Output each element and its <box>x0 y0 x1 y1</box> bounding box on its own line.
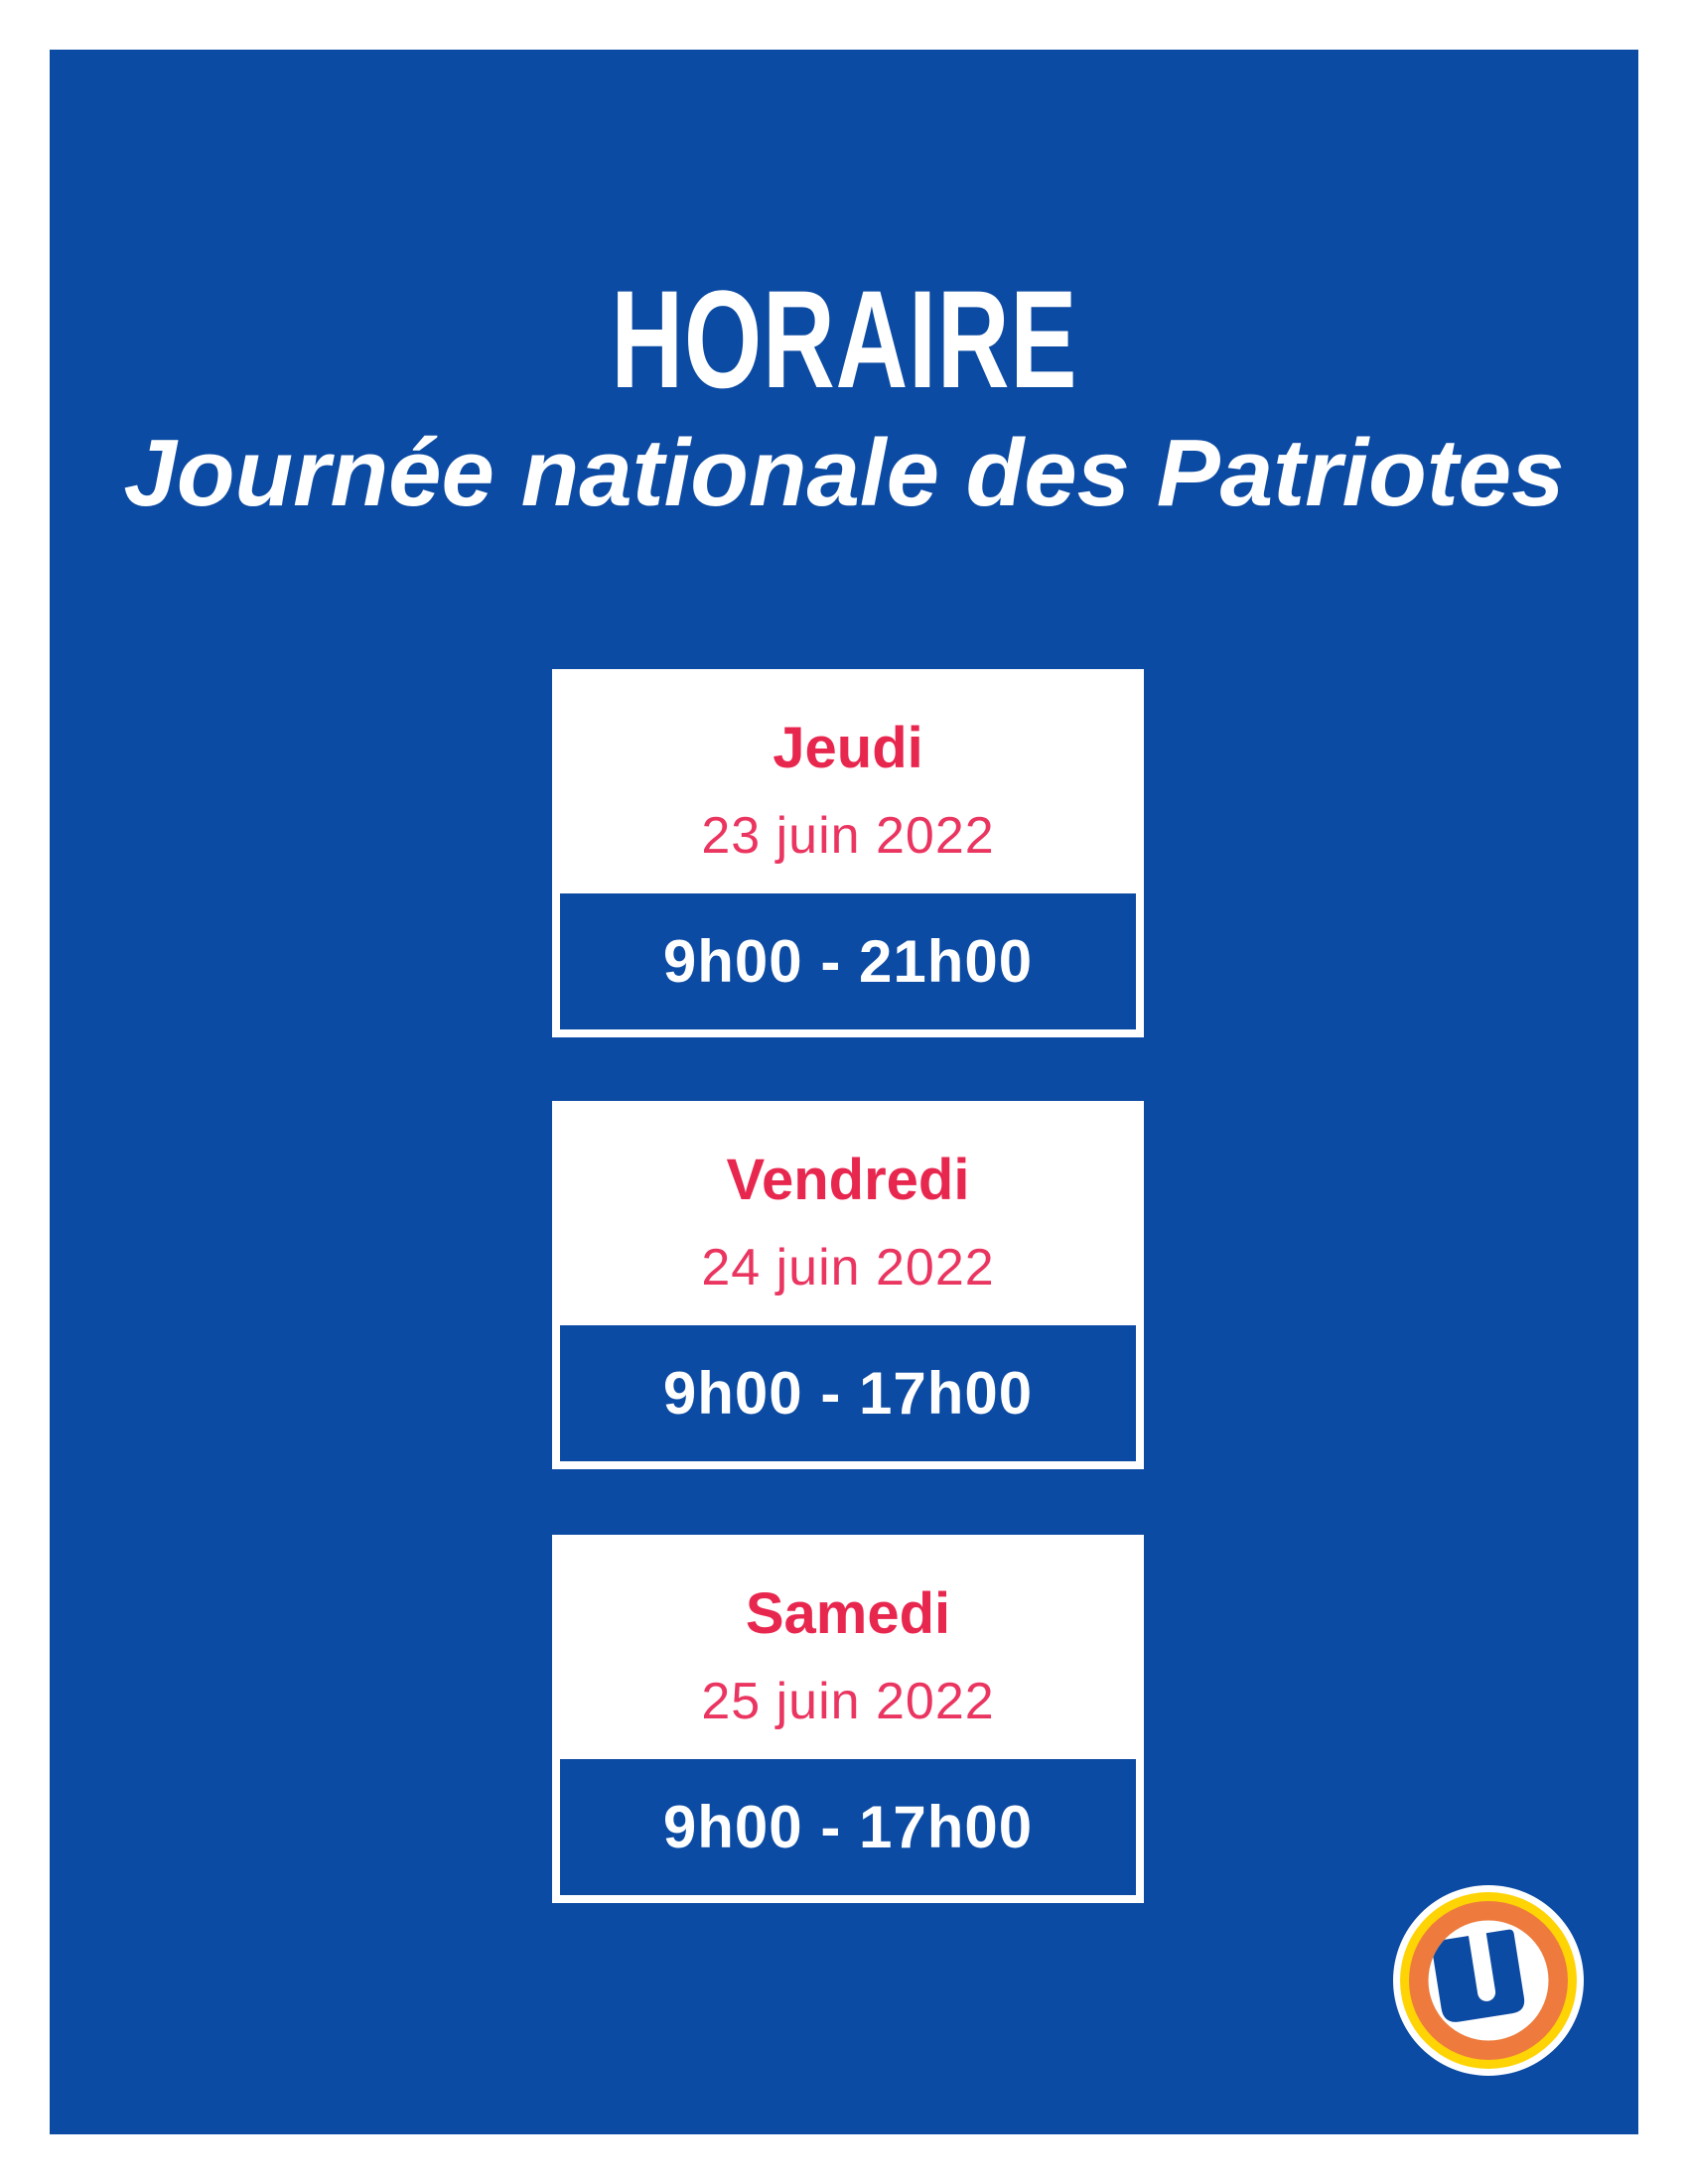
date-label: 23 juin 2022 <box>701 807 995 865</box>
hours-label: 9h00 - 17h00 <box>662 1793 1034 1860</box>
day-label: Jeudi <box>773 716 923 780</box>
day-label: Samedi <box>745 1581 951 1646</box>
schedule-card-vendredi: Vendredi 24 juin 2022 9h00 - 17h00 <box>552 1101 1144 1469</box>
hours-label: 9h00 - 17h00 <box>662 1359 1034 1427</box>
day-label: Vendredi <box>726 1148 970 1212</box>
date-label: 25 juin 2022 <box>701 1673 995 1730</box>
schedule-card-samedi: Samedi 25 juin 2022 9h00 - 17h00 <box>552 1535 1144 1903</box>
date-label: 24 juin 2022 <box>701 1239 995 1297</box>
u-brand-logo-icon <box>1393 1885 1584 2076</box>
hours-label: 9h00 - 21h00 <box>662 927 1034 995</box>
poster-panel: HORAIRE Journée nationale des Patriotes … <box>50 50 1638 2134</box>
poster-subtitle: Journée nationale des Patriotes <box>123 420 1565 526</box>
poster-title-text: HORAIRE <box>611 261 1077 417</box>
poster-title: HORAIRE <box>50 270 1638 409</box>
hours-banner: 9h00 - 17h00 <box>560 1759 1136 1895</box>
schedule-card-jeudi: Jeudi 23 juin 2022 9h00 - 21h00 <box>552 669 1144 1037</box>
hours-banner: 9h00 - 21h00 <box>560 893 1136 1029</box>
hours-banner: 9h00 - 17h00 <box>560 1325 1136 1461</box>
